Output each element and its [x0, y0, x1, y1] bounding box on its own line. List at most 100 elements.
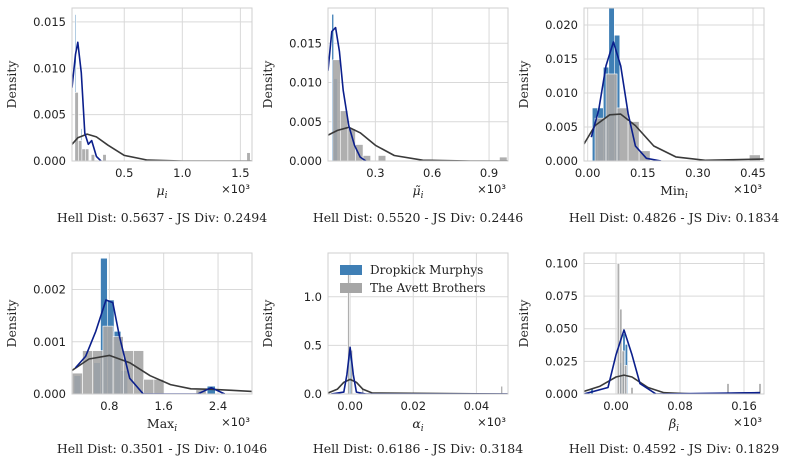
bar-series-b — [143, 379, 155, 394]
bar-series-b — [78, 140, 83, 161]
y-axis-label: Density — [516, 60, 531, 109]
footer-stats: Hell Dist: 0.4826 - JS Div: 0.1834 — [569, 210, 779, 225]
legend-swatch-series-a — [340, 265, 362, 275]
y-tick-label: 0.020 — [545, 18, 578, 32]
x-multiplier: ×10³ — [733, 415, 762, 429]
y-tick-label: 0.000 — [545, 387, 578, 401]
y-tick-label: 0.100 — [545, 256, 578, 270]
axes-frame — [327, 7, 509, 162]
bar-series-b — [246, 152, 251, 161]
x-tick-label: 0.08 — [667, 399, 693, 413]
x-tick-label: 1.0 — [173, 166, 191, 180]
bar-series-b — [619, 308, 623, 394]
bar-series-b — [500, 385, 503, 394]
x-tick-label: 0.5 — [115, 166, 133, 180]
bar-series-b — [85, 148, 90, 161]
x-tick-label: 0.3 — [366, 166, 384, 180]
plot-area — [72, 257, 252, 394]
bar-series-b — [74, 92, 79, 161]
y-tick-label: 0.015 — [289, 36, 322, 50]
bar-series-b — [81, 148, 86, 161]
kde-line-series-a — [590, 41, 662, 161]
bar-series-b — [102, 325, 114, 394]
legend-label-series-a: Dropkick Murphys — [370, 263, 483, 277]
y-axis-label: Density — [260, 299, 275, 348]
y-tick-label: 0.025 — [545, 354, 578, 368]
x-tick-label: 0.02 — [400, 399, 426, 413]
chart-panel-3: 0.00 0.15 0.30 0.45 0.000 0.005 0.010 0.015 0.02… — [516, 7, 779, 225]
chart-panel-1: 0.5 1.0 1.5 0.000 0.005 0.010 0.015 ×10³ μi Densi… — [4, 7, 267, 225]
chart-panel-2: 0.3 0.6 0.9 0.000 0.005 0.010 0.015 ×10³ μ̃i Dens… — [260, 7, 523, 225]
kde-line-series-a — [328, 26, 367, 161]
y-axis-label: Density — [4, 299, 19, 348]
x-multiplier: ×10³ — [477, 415, 506, 429]
y-tick-label: 0.075 — [545, 289, 578, 303]
y-tick-label: 0.015 — [545, 52, 578, 66]
kde-line-series-b — [72, 354, 252, 393]
x-tick-label: 0.00 — [575, 166, 601, 180]
y-tick-label: 0.5 — [304, 338, 322, 352]
y-tick-label: 0.010 — [545, 86, 578, 100]
x-tick-label: 0.04 — [464, 399, 490, 413]
y-axis-label: Density — [516, 299, 531, 348]
x-tick-label: 0.8 — [100, 399, 118, 413]
y-tick-label: 0.015 — [33, 15, 66, 29]
bar-series-a — [74, 14, 77, 161]
plot-area — [328, 13, 508, 161]
x-axis-label: αi — [412, 416, 423, 434]
axes-frame — [327, 252, 509, 395]
x-tick-label: 0.16 — [731, 399, 757, 413]
x-tick-label: 0.00 — [603, 399, 629, 413]
y-axis-label: Density — [260, 60, 275, 109]
axes-frame — [71, 7, 253, 162]
footer-stats: Hell Dist: 0.5520 - JS Div: 0.2446 — [313, 210, 523, 225]
y-tick-label: 0.001 — [33, 335, 66, 349]
x-multiplier: ×10³ — [733, 182, 762, 196]
footer-stats: Hell Dist: 0.6186 - JS Div: 0.3184 — [313, 441, 523, 456]
bar-series-b — [377, 155, 387, 161]
kde-line-series-b — [72, 133, 252, 161]
y-tick-label: 0.000 — [33, 154, 66, 168]
chart-panel-5: 0.00 0.02 0.04 0.0 0.5 1.0 ×10³ αi Density Hell D… — [260, 252, 523, 456]
bar-series-b — [340, 110, 349, 161]
bar-series-b — [90, 154, 95, 161]
bar-series-b — [332, 59, 341, 161]
y-tick-label: 0.005 — [33, 108, 66, 122]
chart-panel-6: 0.00 0.08 0.16 0.000 0.025 0.050 0.075 0.100 ×10… — [516, 252, 779, 456]
x-axis-label: Maxi — [147, 416, 177, 434]
x-axis-label: μi — [156, 183, 167, 201]
x-tick-label: 0.15 — [630, 166, 656, 180]
x-tick-label: 0.6 — [423, 166, 441, 180]
x-tick-label: 0.9 — [480, 166, 498, 180]
kde-line-series-a — [331, 346, 508, 394]
bar-series-b — [616, 263, 620, 394]
y-tick-label: 0.010 — [33, 61, 66, 75]
plot-area — [72, 14, 252, 161]
bar-series-b — [749, 154, 761, 161]
x-tick-label: 0.00 — [337, 399, 363, 413]
kde-line-series-b — [328, 378, 508, 394]
axes-frame — [71, 252, 253, 395]
y-tick-label: 0.005 — [289, 115, 322, 129]
kde-line-series-a — [584, 329, 761, 394]
x-axis-label: βi — [668, 416, 679, 434]
x-tick-label: 2.4 — [209, 399, 227, 413]
footer-stats: Hell Dist: 0.5637 - JS Div: 0.2494 — [57, 210, 267, 225]
bar-series-b — [630, 387, 634, 394]
legend: Dropkick Murphys The Avett Brothers — [340, 263, 486, 295]
plot-area — [584, 8, 764, 161]
y-tick-label: 0.002 — [33, 283, 66, 297]
x-multiplier: ×10³ — [221, 415, 250, 429]
x-axis-label: Mini — [660, 183, 688, 201]
axes-frame — [583, 252, 765, 395]
y-tick-label: 0.005 — [545, 120, 578, 134]
footer-stats: Hell Dist: 0.4592 - JS Div: 0.1829 — [569, 441, 779, 456]
x-tick-label: 0.30 — [685, 166, 711, 180]
y-tick-label: 0.000 — [33, 387, 66, 401]
kde-line-series-a — [72, 41, 102, 161]
x-tick-label: 1.6 — [155, 399, 173, 413]
x-tick-label: 0.45 — [740, 166, 766, 180]
kde-line-series-a — [74, 299, 226, 394]
footer-stats: Hell Dist: 0.3501 - JS Div: 0.1046 — [57, 441, 267, 456]
bar-series-b — [605, 73, 618, 161]
